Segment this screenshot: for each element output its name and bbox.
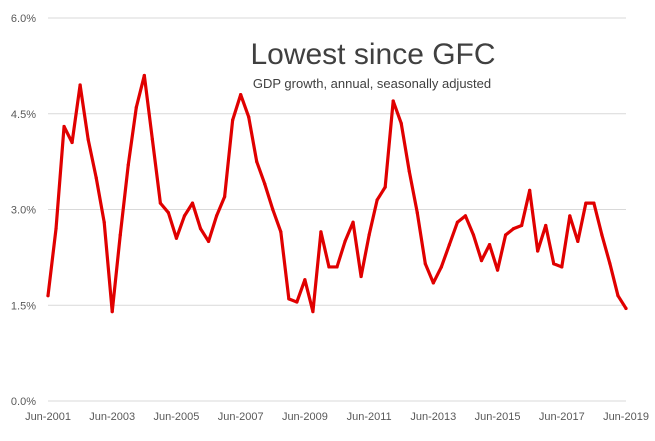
x-tick-label: Jun-2019 [603,411,649,423]
data-point [544,223,548,228]
data-point [367,233,371,237]
x-tick-label: Jun-2007 [218,411,264,423]
data-point [495,268,500,272]
data-point [415,211,419,215]
data-point [512,227,516,231]
data-point [568,214,572,218]
data-point [455,220,460,224]
data-point [479,258,484,263]
y-tick-label: 0.0% [11,396,36,408]
data-point [560,265,564,269]
data-point [311,310,315,314]
y-tick-label: 6.0% [11,13,36,25]
x-axis-tick-labels: Jun-2001 Jun-2003 Jun-2005 Jun-2007 Jun-2009… [25,411,649,423]
series-layer [46,73,628,314]
x-tick-label: Jun-2009 [282,411,328,423]
data-point [158,201,162,205]
data-point [134,105,138,109]
data-point [431,281,435,285]
data-point [616,294,620,298]
data-point [447,243,451,247]
data-point [359,274,363,279]
data-point [471,233,476,237]
data-point [327,265,331,269]
data-point [62,124,66,129]
data-point [503,233,508,237]
data-point [487,243,492,247]
data-point [319,230,323,234]
data-point [206,239,211,244]
data-point [295,300,299,304]
data-point [600,233,604,237]
data-point [190,201,195,205]
data-point [166,211,171,215]
data-point [592,201,596,205]
x-tick-label: Jun-2001 [25,411,71,423]
x-tick-label: Jun-2015 [475,411,521,423]
data-point [102,220,106,224]
gdp-growth-series-line [46,73,628,314]
data-point [271,207,275,212]
data-point [552,262,556,266]
data-point [94,175,98,180]
data-point [528,188,532,192]
data-point [239,93,243,97]
data-point [231,118,235,122]
data-point [536,249,540,253]
data-point [576,239,580,244]
data-point [214,214,219,218]
x-tick-label: Jun-2011 [347,411,392,423]
data-point [46,294,50,298]
data-point [198,227,203,231]
data-point [423,262,427,266]
data-point [86,137,90,141]
data-point [142,73,146,78]
data-point [54,227,58,231]
data-point [223,195,227,199]
data-point [287,297,291,301]
y-tick-label: 4.5% [11,109,36,121]
data-point [343,239,347,244]
data-point [439,265,443,269]
data-point [463,214,468,218]
data-point [110,310,114,314]
x-tick-label: Jun-2013 [410,411,456,423]
y-axis-tick-labels: 0.0% 1.5% 3.0% 4.5% 6.0% [11,13,36,408]
x-tick-label: Jun-2003 [89,411,135,423]
data-point [174,236,179,240]
data-point [118,233,122,237]
x-tick-label: Jun-2005 [154,411,200,423]
data-point [247,115,251,119]
data-point [375,198,379,202]
data-point [182,214,187,218]
y-tick-label: 3.0% [11,205,36,217]
data-point [279,230,283,234]
data-point [391,99,395,103]
data-point [303,278,307,282]
data-point [399,121,403,125]
data-point [70,140,74,145]
chart-subtitle: GDP growth, annual, seasonally adjusted [253,76,491,91]
y-tick-label: 1.5% [11,300,36,312]
data-point [608,262,612,266]
data-point [624,306,628,311]
data-point [150,137,154,141]
data-point [335,265,339,269]
data-point [584,201,588,205]
data-point [351,220,355,224]
data-point [255,160,259,164]
data-point [126,163,130,167]
gridlines [48,17,626,402]
data-point [383,185,387,189]
data-point [78,83,82,87]
data-point [263,182,267,186]
data-point [520,223,524,228]
chart-title: Lowest since GFC [250,38,495,71]
x-tick-label: Jun-2017 [539,411,585,423]
data-point [407,169,411,173]
